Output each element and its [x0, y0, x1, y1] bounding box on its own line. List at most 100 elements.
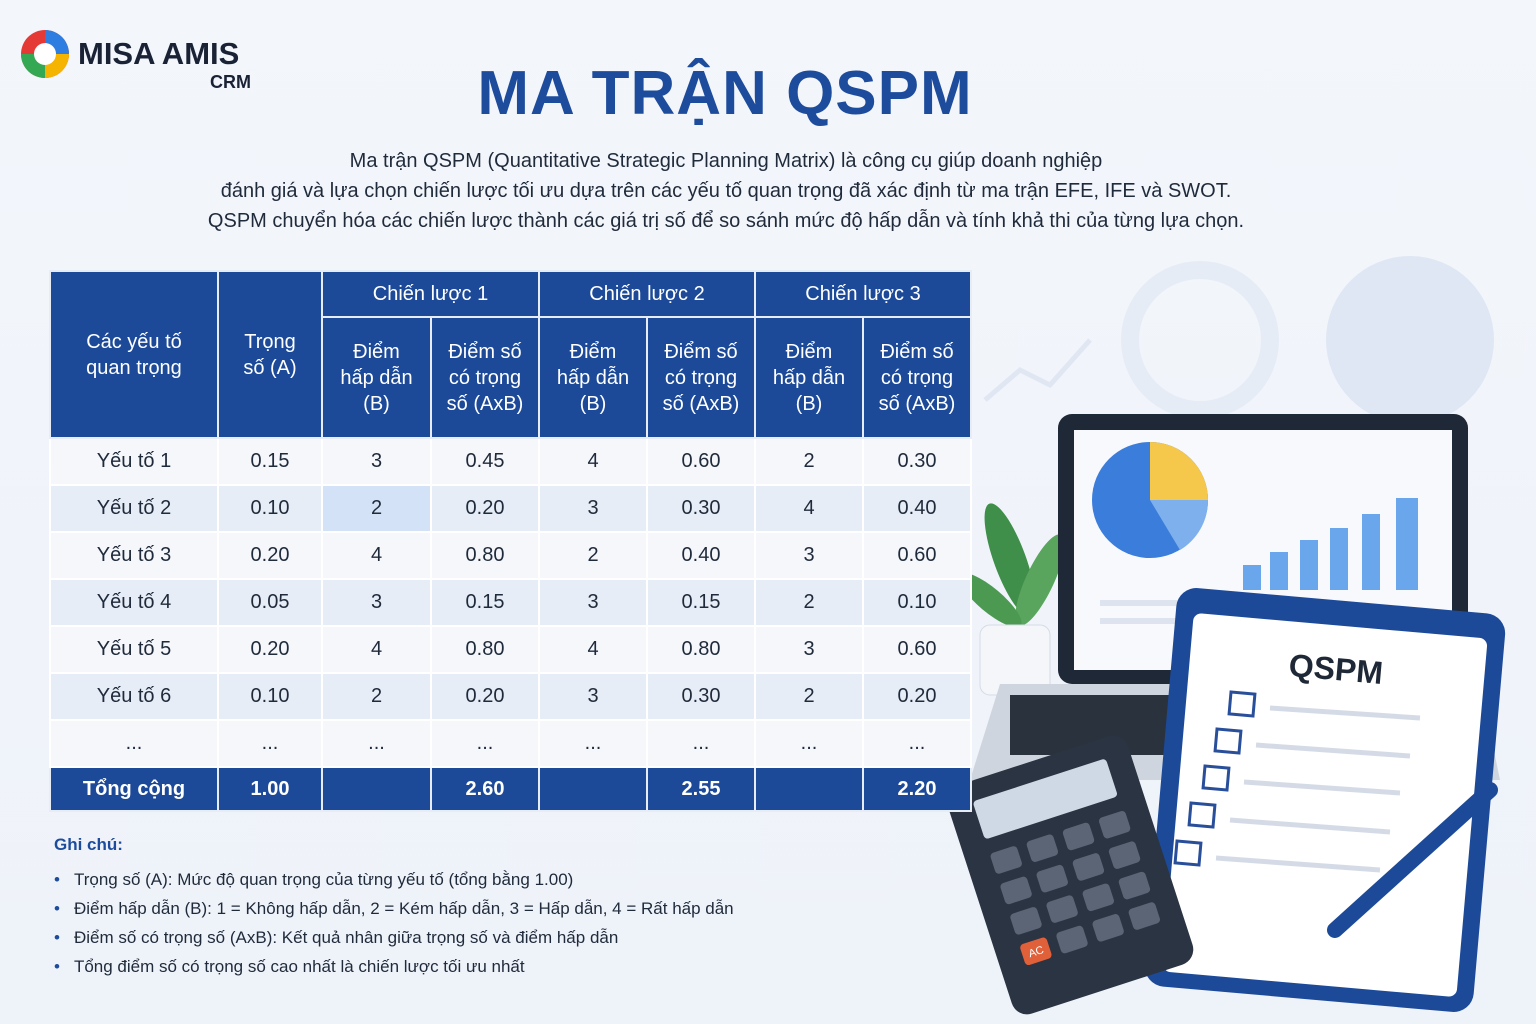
table-cell: ...	[646, 719, 756, 768]
header-cell: Chiến lược 2	[538, 270, 756, 318]
qspm-table: Các yếu tố quan trọng Trọng số (A) Chiến l…	[49, 270, 972, 812]
header-text: Điểm số có trọng số (AxB)	[878, 340, 956, 415]
table-cell: 3	[321, 437, 432, 486]
table-cell: 0.20	[217, 531, 323, 580]
table-cell: ...	[321, 719, 432, 768]
note-item: Điểm số có trọng số (AxB): Kết quả nhân …	[54, 923, 734, 952]
header-text: Chiến lược 2	[589, 283, 705, 305]
header-text: Chiến lược 1	[372, 283, 489, 305]
table-cell: 0.80	[646, 625, 756, 674]
table-cell: Yếu tố 6	[49, 672, 219, 721]
table-row: Yếu tố 4 0.05 3 0.15 3 0.15 2 0.10	[49, 578, 972, 627]
header-cell: Trọng số (A)	[217, 270, 323, 439]
table-cell: 0.15	[217, 437, 323, 486]
table-cell: 2	[754, 437, 864, 486]
total-empty	[538, 766, 648, 812]
clipboard: QSPM	[1144, 588, 1506, 1012]
table-row: Yếu tố 3 0.20 4 0.80 2 0.40 3 0.60	[49, 531, 972, 580]
table-cell: ...	[862, 719, 972, 768]
total-label: Tổng cộng	[49, 766, 219, 812]
calculator-key: AC	[1027, 944, 1045, 960]
bg-pie	[1326, 256, 1494, 424]
table-cell: 4	[321, 531, 432, 580]
table-cell: ...	[430, 719, 540, 768]
header-cell: Điểm số có trọng số (AxB)	[862, 316, 972, 439]
header-text: Điểm số có trọng số (AxB)	[446, 340, 524, 415]
table-row: Yếu tố 1 0.15 3 0.45 4 0.60 2 0.30	[49, 437, 972, 486]
header-text: Điểm hấp dẫn (B)	[772, 340, 846, 415]
table-cell: 0.60	[862, 625, 972, 674]
table-cell: Yếu tố 2	[49, 484, 219, 533]
total-row: Tổng cộng 1.00 2.60 2.55 2.20	[49, 766, 972, 812]
table-cell: 0.60	[646, 437, 756, 486]
table-cell: Yếu tố 4	[49, 578, 219, 627]
header-text: Các yếu tố quan trọng	[86, 330, 182, 379]
logo-icon	[21, 30, 69, 78]
notes-title: Ghi chú:	[54, 835, 123, 854]
table-cell: 0.10	[862, 578, 972, 627]
table-cell: 0.80	[430, 531, 540, 580]
table-row: Yếu tố 2 0.10 2 0.20 3 0.30 4 0.40	[49, 484, 972, 533]
table-cell: 0.20	[430, 672, 540, 721]
table-cell: 0.20	[862, 672, 972, 721]
description: Ma trận QSPM (Quantitative Strategic Pla…	[0, 146, 1452, 236]
header-cell: Điểm số có trọng số (AxB)	[646, 316, 756, 439]
total-score: 2.60	[430, 766, 540, 812]
table-cell: Yếu tố 1	[49, 437, 219, 486]
table-cell: 0.20	[430, 484, 540, 533]
table-row: Yếu tố 6 0.10 2 0.20 3 0.30 2 0.20	[49, 672, 972, 721]
notes-list: Trọng số (A): Mức độ quan trọng của từng…	[54, 865, 734, 981]
table-cell: 0.30	[646, 672, 756, 721]
note-item: Tổng điểm số có trọng số cao nhất là chi…	[54, 952, 734, 981]
table-cell: ...	[538, 719, 648, 768]
table-cell: 3	[538, 484, 648, 533]
description-line: Ma trận QSPM (Quantitative Strategic Pla…	[349, 150, 1103, 172]
total-score: 2.55	[646, 766, 756, 812]
table-cell: 0.80	[430, 625, 540, 674]
title: MA TRẬN QSPM	[477, 59, 973, 128]
header-row: Các yếu tố quan trọng Trọng số (A) Chiến l…	[49, 270, 972, 439]
header-cell: Chiến lược 3	[754, 270, 972, 318]
table-cell: 0.45	[430, 437, 540, 486]
logo-sub: CRM	[210, 72, 251, 92]
table-cell: 0.40	[646, 531, 756, 580]
header-cell: Chiến lược 1	[321, 270, 540, 318]
clipboard-title: QSPM	[1287, 647, 1384, 691]
description-line: đánh giá và lựa chọn chiến lược tối ưu d…	[220, 180, 1232, 202]
table-cell: 0.30	[862, 437, 972, 486]
subheader-row: Điểm hấp dẫn (B) Điểm số có trọng số (AxB…	[50, 316, 972, 439]
header-cell: Điểm hấp dẫn (B)	[538, 316, 648, 439]
table-cell: ...	[754, 719, 864, 768]
table-cell: Yếu tố 3	[49, 531, 219, 580]
table-cell: 0.15	[646, 578, 756, 627]
table-cell: 3	[538, 672, 648, 721]
total-score: 2.20	[862, 766, 972, 812]
header-text: Điểm hấp dẫn (B)	[340, 340, 413, 415]
table-cell: 2	[321, 672, 432, 721]
description-line: QSPM chuyển hóa các chiến lược thành các…	[207, 210, 1245, 232]
table-cell: 2	[321, 484, 432, 533]
table-row: ........................	[49, 719, 972, 768]
table-cell: ...	[217, 719, 323, 768]
bg-gear	[1121, 261, 1279, 419]
note-item: Trọng số (A): Mức độ quan trọng của từng…	[54, 865, 734, 894]
table-cell: 2	[754, 578, 864, 627]
table-cell: 4	[754, 484, 864, 533]
table-cell: 0.15	[430, 578, 540, 627]
table-cell: 3	[754, 625, 864, 674]
header-text: Điểm số có trọng số (AxB)	[662, 340, 740, 415]
header-cell: Điểm hấp dẫn (B)	[321, 316, 432, 439]
total-empty	[321, 766, 432, 812]
header-text: Trọng số (A)	[243, 330, 297, 379]
table-cell: 0.60	[862, 531, 972, 580]
plant	[958, 503, 1065, 696]
table-cell: 0.10	[217, 672, 323, 721]
table-cell: 3	[538, 578, 648, 627]
table-cell: 4	[321, 625, 432, 674]
total-weight: 1.00	[217, 766, 323, 812]
table-cell: 4	[538, 625, 648, 674]
table-cell: 0.10	[217, 484, 323, 533]
table-cell: 2	[538, 531, 648, 580]
logo-name: MISA AMIS	[78, 36, 240, 71]
